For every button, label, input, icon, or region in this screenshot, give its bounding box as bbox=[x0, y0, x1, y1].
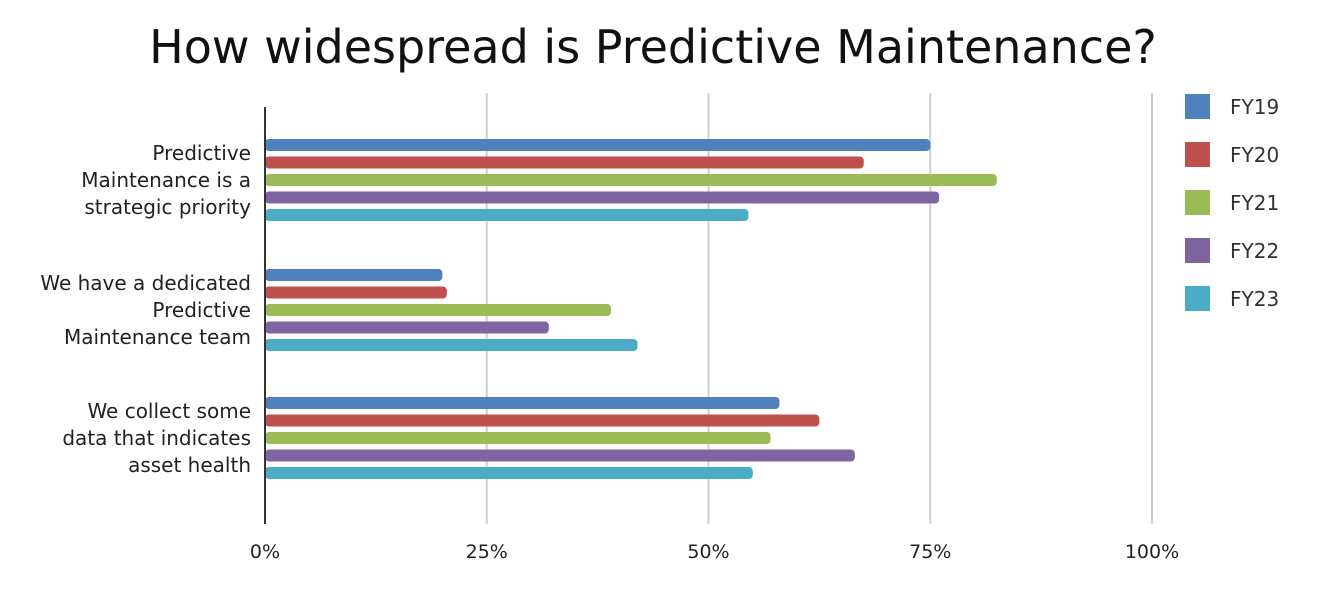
legend-label-fy20: FY20 bbox=[1230, 143, 1279, 167]
legend-swatch-fy23 bbox=[1185, 286, 1210, 311]
bar-fy23-cat3 bbox=[265, 467, 753, 479]
legend-label-fy23: FY23 bbox=[1230, 287, 1279, 311]
bar-fy19-cat1 bbox=[265, 139, 931, 151]
category-label: Predictive bbox=[152, 298, 251, 322]
bar-fy22-cat3 bbox=[265, 449, 855, 462]
category-label: Maintenance is a bbox=[81, 168, 251, 192]
legend-swatch-fy22 bbox=[1185, 238, 1210, 263]
legend-label-fy22: FY22 bbox=[1230, 239, 1279, 263]
bar-fy21-cat3 bbox=[265, 432, 771, 444]
category-label: Predictive bbox=[152, 141, 251, 165]
bars bbox=[265, 139, 997, 479]
bar-fy19-cat3 bbox=[265, 397, 780, 409]
x-tick-label: 0% bbox=[250, 541, 280, 563]
x-tick-label: 50% bbox=[687, 541, 729, 563]
legend: FY19 FY20 FY21 FY22 FY23 bbox=[1185, 94, 1279, 311]
bar-fy20-cat1 bbox=[265, 156, 864, 169]
bar-fy20-cat3 bbox=[265, 414, 820, 427]
bar-fy20-cat2 bbox=[265, 286, 447, 299]
category-label: We collect some bbox=[87, 399, 251, 423]
legend-label-fy19: FY19 bbox=[1230, 95, 1279, 119]
legend-swatch-fy20 bbox=[1185, 142, 1210, 167]
category-labels: Predictive Maintenance is a strategic prio… bbox=[40, 141, 251, 477]
bar-fy22-cat1 bbox=[265, 191, 940, 204]
category-label: strategic priority bbox=[84, 195, 251, 219]
bar-fy22-cat2 bbox=[265, 321, 549, 334]
x-tick-labels: 0% 25% 50% 75% 100% bbox=[250, 541, 1179, 563]
bar-fy23-cat2 bbox=[265, 339, 638, 351]
bar-fy21-cat2 bbox=[265, 304, 611, 316]
category-label: Maintenance team bbox=[64, 325, 251, 349]
category-label: We have a dedicated bbox=[40, 271, 251, 295]
legend-label-fy21: FY21 bbox=[1230, 191, 1279, 215]
category-label: asset health bbox=[128, 453, 251, 477]
bar-fy23-cat1 bbox=[265, 209, 749, 221]
x-tick-label: 100% bbox=[1125, 541, 1179, 563]
legend-swatch-fy19 bbox=[1185, 94, 1210, 119]
x-tick-label: 25% bbox=[466, 541, 508, 563]
x-tick-label: 75% bbox=[909, 541, 951, 563]
bar-fy19-cat2 bbox=[265, 269, 443, 281]
category-label: data that indicates bbox=[62, 426, 251, 450]
chart-title: How widespread is Predictive Maintenance… bbox=[149, 20, 1157, 74]
legend-swatch-fy21 bbox=[1185, 190, 1210, 215]
bar-fy21-cat1 bbox=[265, 174, 997, 186]
